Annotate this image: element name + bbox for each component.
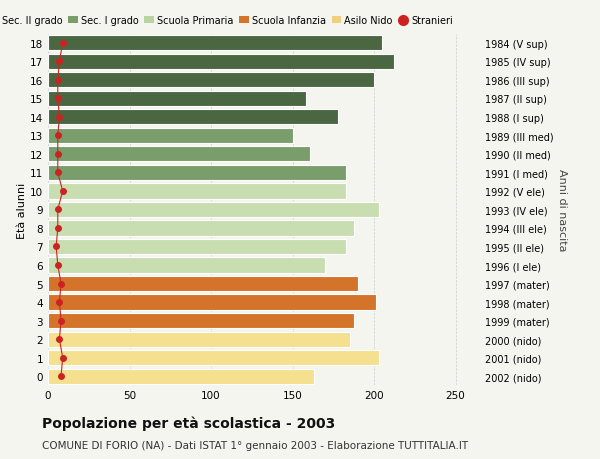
- Bar: [48, 258, 325, 273]
- Bar: [48, 240, 346, 255]
- Bar: [48, 202, 379, 218]
- Bar: [48, 129, 293, 144]
- Bar: [48, 332, 350, 347]
- Bar: [48, 165, 346, 180]
- Bar: [48, 350, 379, 365]
- Text: COMUNE DI FORIO (NA) - Dati ISTAT 1° gennaio 2003 - Elaborazione TUTTITALIA.IT: COMUNE DI FORIO (NA) - Dati ISTAT 1° gen…: [42, 440, 468, 450]
- Bar: [48, 36, 382, 51]
- Bar: [48, 295, 376, 310]
- Bar: [48, 313, 355, 329]
- Y-axis label: Età alunni: Età alunni: [17, 182, 27, 238]
- Bar: [48, 276, 358, 291]
- Bar: [48, 221, 355, 236]
- Legend: Sec. II grado, Sec. I grado, Scuola Primaria, Scuola Infanzia, Asilo Nido, Stran: Sec. II grado, Sec. I grado, Scuola Prim…: [0, 16, 453, 26]
- Bar: [48, 147, 310, 162]
- Bar: [48, 55, 394, 70]
- Text: Popolazione per età scolastica - 2003: Popolazione per età scolastica - 2003: [42, 415, 335, 430]
- Bar: [48, 184, 346, 199]
- Bar: [48, 369, 314, 384]
- Y-axis label: Anni di nascita: Anni di nascita: [557, 169, 568, 251]
- Bar: [48, 91, 305, 106]
- Bar: [48, 110, 338, 125]
- Bar: [48, 73, 374, 88]
